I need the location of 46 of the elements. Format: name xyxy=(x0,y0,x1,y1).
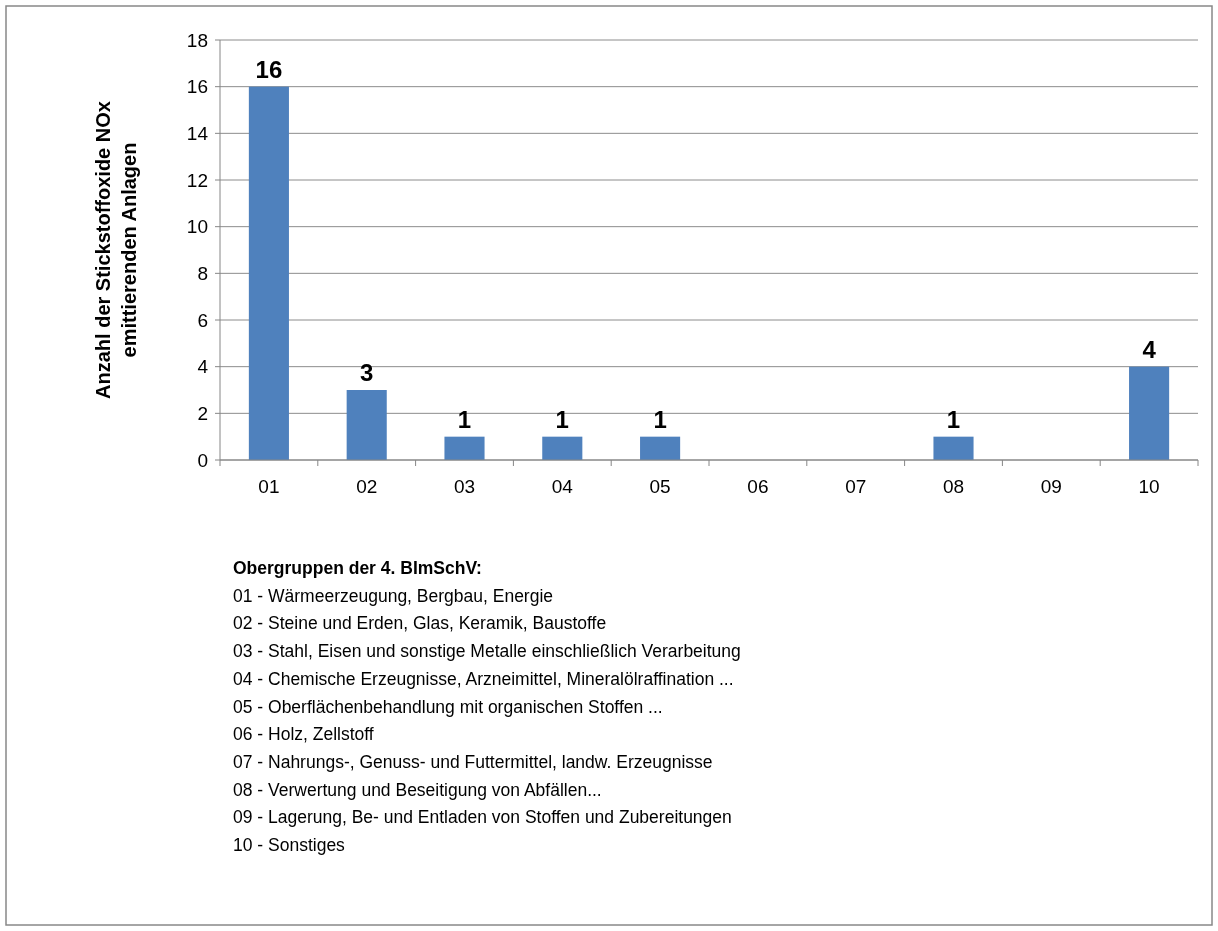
x-tick-label: 05 xyxy=(649,476,671,497)
x-tick-label: 01 xyxy=(258,476,280,497)
bar xyxy=(1129,366,1170,460)
y-tick-label: 16 xyxy=(186,76,208,98)
y-tick-label: 14 xyxy=(186,122,209,144)
y-tick-label: 18 xyxy=(186,29,208,51)
text: 10 - Sonstiges xyxy=(233,835,346,855)
x-tick-label: 02 xyxy=(356,476,378,497)
y-tick-label: 6 xyxy=(197,309,208,331)
text: 01 - Wärmeerzeugung, Bergbau, Energie xyxy=(233,585,554,606)
bar xyxy=(248,86,289,460)
text: 05 - Oberflächenbehandlung mit organischen Stoffen ... xyxy=(233,696,663,717)
text: 02 - Steine und Erden, Glas, Keramik, Baustoffe xyxy=(233,613,607,634)
y-tick-label: 0 xyxy=(197,449,208,471)
data-label: 4 xyxy=(1142,335,1157,363)
data-label: 1 xyxy=(653,405,667,433)
x-tick-label: 09 xyxy=(1040,476,1062,497)
text: 03 - Stahl, Eisen und sonstige Metalle einschließlich Verarbeitung xyxy=(233,641,741,662)
x-tick-label: 03 xyxy=(453,476,476,497)
text: 07 - Nahrungs-, Genuss- und Futtermittel, landw. Erzeugnisse xyxy=(233,751,713,772)
x-tick-label: 08 xyxy=(942,476,965,497)
text: 09 - Lagerung, Be- und Entladen von Stoffen und Zubereitungen xyxy=(233,807,732,828)
data-label: 3 xyxy=(360,359,374,386)
text: Obergruppen der 4. BImSchV: xyxy=(233,558,482,578)
data-label: 1 xyxy=(555,405,569,433)
bar xyxy=(542,436,583,460)
x-tick-label: 10 xyxy=(1138,476,1160,497)
x-tick-label: 04 xyxy=(551,476,574,497)
data-label: 1 xyxy=(946,405,961,433)
y-axis-title: Anzahl der Stickstoffoxide NOx emittierenden Anlagen xyxy=(92,101,140,399)
bar xyxy=(933,436,974,460)
x-tick-label: 06 xyxy=(747,476,769,497)
text: 06 - Holz, Zellstoff xyxy=(233,724,374,745)
bar xyxy=(640,436,681,460)
y-tick-label: 10 xyxy=(186,216,208,238)
y-tick-label: 4 xyxy=(197,356,209,378)
y-tick-label: 12 xyxy=(186,169,208,191)
data-label: 16 xyxy=(255,55,283,83)
bar xyxy=(444,436,485,460)
text: 08 - Verwertung und Beseitigung von Abfällen... xyxy=(233,779,602,800)
x-tick-label: 07 xyxy=(845,476,867,497)
text: 04 - Chemische Erzeugnisse, Arzneimittel, Mineralölraffination ... xyxy=(233,668,734,689)
y-tick-label: 2 xyxy=(197,402,208,424)
bar xyxy=(346,390,387,460)
y-tick-label: 8 xyxy=(197,262,208,284)
data-label: 1 xyxy=(457,405,472,433)
